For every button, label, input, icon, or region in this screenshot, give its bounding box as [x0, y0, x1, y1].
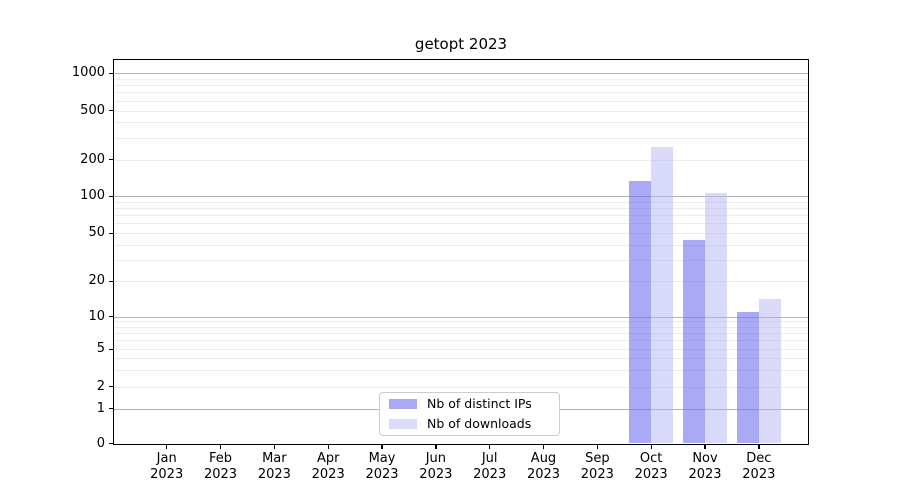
y-tick-mark — [109, 232, 114, 234]
gridline-minor — [114, 369, 808, 371]
x-tick-label-apr: Apr 2023 — [311, 451, 345, 482]
x-tick-mark — [489, 444, 491, 449]
plot-area — [114, 60, 808, 444]
gridline-minor — [114, 137, 808, 139]
legend-label-distinct-ips: Nb of distinct IPs — [427, 396, 532, 411]
gridline-minor — [114, 201, 808, 203]
x-tick-label-oct: Oct 2023 — [634, 451, 668, 482]
y-tick-label: 500 — [80, 102, 105, 118]
gridline-minor — [114, 85, 808, 87]
y-tick-mark — [109, 443, 114, 445]
gridline-minor — [114, 244, 808, 246]
x-tick-mark — [650, 444, 652, 449]
gridline-minor — [114, 340, 808, 342]
x-tick-mark — [758, 444, 760, 449]
x-tick-label-feb: Feb 2023 — [203, 451, 238, 482]
gridline-minor — [114, 321, 808, 323]
x-tick-label-may: May 2023 — [365, 451, 399, 482]
x-tick-mark — [219, 444, 222, 449]
x-tick-label-aug: Aug 2023 — [526, 451, 561, 482]
y-tick-mark — [109, 408, 114, 410]
y-tick-label: 2 — [96, 378, 105, 394]
gridline-minor — [114, 223, 808, 225]
gridline-major — [114, 73, 808, 74]
y-tick-label: 50 — [88, 225, 105, 240]
bar-downloads-nov — [705, 193, 727, 444]
bar-distinct-ips-dec — [736, 311, 759, 444]
x-tick-label-jun: Jun 2023 — [419, 451, 453, 482]
x-tick-label-jul: Jul 2023 — [473, 451, 507, 482]
y-tick-label: 10 — [88, 308, 105, 324]
bar-downloads-dec — [758, 299, 781, 444]
legend: Nb of distinct IPs Nb of downloads — [379, 392, 560, 436]
gridline-minor — [114, 207, 808, 209]
gridline-minor — [114, 78, 808, 80]
x-tick-mark — [542, 444, 545, 449]
gridline-minor — [114, 92, 808, 94]
legend-swatch-downloads — [389, 419, 417, 429]
y-tick-mark — [109, 72, 114, 74]
y-tick-mark — [109, 316, 114, 318]
x-tick-mark — [704, 444, 706, 449]
y-tick-label: 200 — [80, 151, 105, 167]
gridline-minor — [114, 233, 808, 234]
y-tick-mark — [109, 110, 114, 112]
y-tick-mark — [109, 159, 114, 161]
x-tick-label-nov: Nov 2023 — [688, 451, 722, 482]
gridline-minor — [114, 358, 808, 360]
gridline-minor — [114, 100, 808, 102]
gridline-minor — [114, 259, 808, 261]
x-tick-mark — [166, 444, 168, 449]
y-tick-label: 1 — [96, 400, 105, 416]
gridline-minor — [114, 333, 808, 335]
x-tick-label-sep: Sep 2023 — [580, 451, 614, 482]
y-tick-label: 5 — [96, 341, 105, 356]
x-tick-mark — [381, 444, 383, 449]
x-tick-mark — [327, 444, 329, 449]
x-tick-mark — [435, 444, 437, 449]
x-tick-label-jan: Jan 2023 — [150, 451, 184, 482]
legend-swatch-distinct-ips — [389, 399, 417, 409]
gridline-minor — [114, 122, 808, 124]
legend-label-downloads: Nb of downloads — [427, 416, 532, 431]
legend-item-distinct-ips: Nb of distinct IPs — [389, 397, 550, 411]
bar-distinct-ips-oct — [629, 180, 652, 444]
bar-distinct-ips-nov — [683, 239, 705, 444]
gridline-minor — [114, 326, 808, 328]
x-tick-label-dec: Dec 2023 — [742, 451, 776, 482]
gridline-minor — [114, 159, 808, 161]
x-tick-label-mar: Mar 2023 — [257, 451, 291, 482]
y-tick-mark — [109, 348, 114, 350]
gridline-minor — [114, 281, 808, 282]
y-tick-label: 100 — [80, 188, 105, 203]
y-tick-label: 1000 — [71, 65, 105, 80]
y-tick-mark — [109, 280, 114, 282]
gridline-major — [114, 316, 808, 318]
y-tick-mark — [109, 386, 114, 388]
gridline-minor — [114, 349, 808, 350]
x-tick-mark — [273, 444, 276, 449]
bar-downloads-oct — [651, 146, 674, 444]
gridline-minor — [114, 386, 808, 388]
y-tick-label: 0 — [96, 435, 105, 451]
chart-title: getopt 2023 — [414, 35, 508, 53]
gridline-minor — [114, 215, 808, 217]
gridline-major — [114, 196, 808, 197]
x-tick-mark — [596, 444, 599, 449]
legend-item-downloads: Nb of downloads — [389, 417, 550, 431]
y-tick-mark — [109, 195, 114, 197]
gridline-minor — [114, 110, 808, 112]
y-tick-label: 20 — [88, 273, 105, 288]
